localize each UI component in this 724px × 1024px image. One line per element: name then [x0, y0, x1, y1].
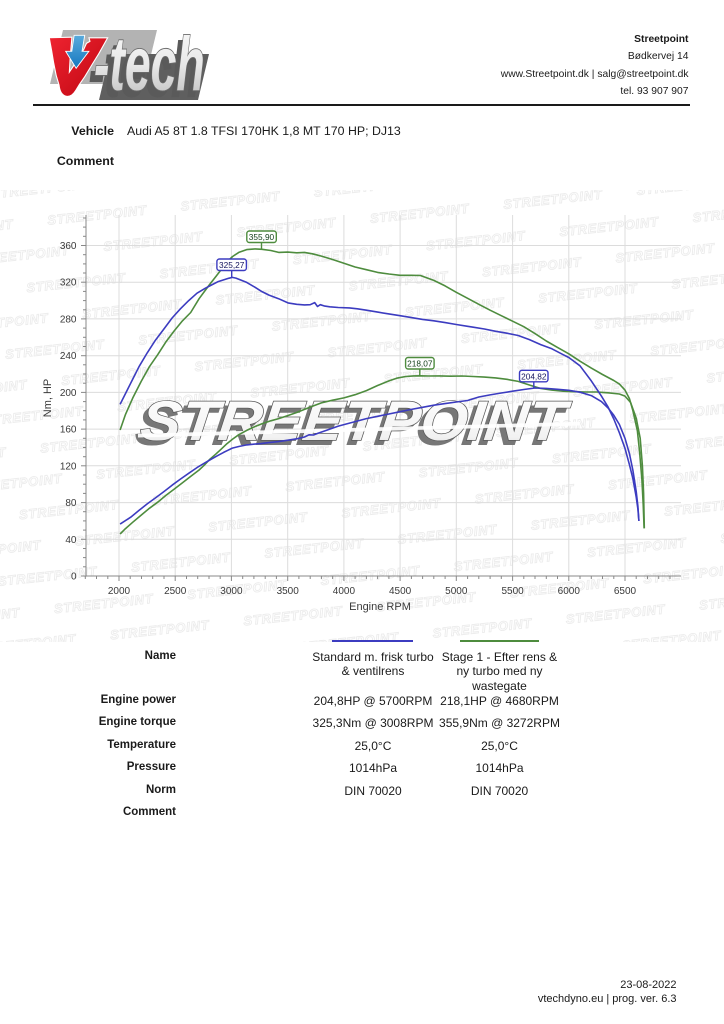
svg-text:3500: 3500	[277, 586, 300, 597]
svg-text:3000: 3000	[220, 586, 243, 597]
svg-text:5000: 5000	[445, 586, 468, 597]
svg-text:6500: 6500	[614, 586, 637, 597]
svg-text:2500: 2500	[164, 586, 187, 597]
svg-text:STREETPOINT: STREETPOINT	[0, 631, 77, 656]
svg-text:320: 320	[60, 278, 77, 289]
svg-text:160: 160	[60, 425, 77, 436]
svg-text:80: 80	[65, 498, 77, 509]
svg-text:200: 200	[60, 388, 77, 399]
svg-text:4500: 4500	[389, 586, 412, 597]
svg-text:360: 360	[60, 241, 77, 252]
svg-text:280: 280	[60, 314, 77, 325]
svg-text:-tech: -tech	[89, 28, 200, 113]
svg-text:Nm, HP: Nm, HP	[42, 379, 54, 418]
svg-text:325,27: 325,27	[219, 260, 245, 270]
svg-text:355,90: 355,90	[249, 232, 275, 242]
svg-text:40: 40	[65, 535, 77, 546]
svg-text:5500: 5500	[501, 586, 524, 597]
svg-text:-tech: -tech	[94, 22, 205, 107]
svg-text:120: 120	[60, 461, 77, 472]
svg-text:204,82: 204,82	[521, 371, 547, 381]
svg-text:STREETPOINT: STREETPOINT	[720, 521, 724, 546]
svg-text:2000: 2000	[108, 586, 131, 597]
svg-text:0: 0	[71, 572, 77, 583]
svg-text:Engine RPM: Engine RPM	[349, 601, 411, 613]
svg-text:STREETPOINT: STREETPOINT	[0, 444, 7, 469]
svg-text:218,07: 218,07	[407, 359, 433, 369]
svg-text:240: 240	[60, 351, 77, 362]
svg-text:4000: 4000	[333, 586, 356, 597]
svg-text:6000: 6000	[558, 586, 581, 597]
